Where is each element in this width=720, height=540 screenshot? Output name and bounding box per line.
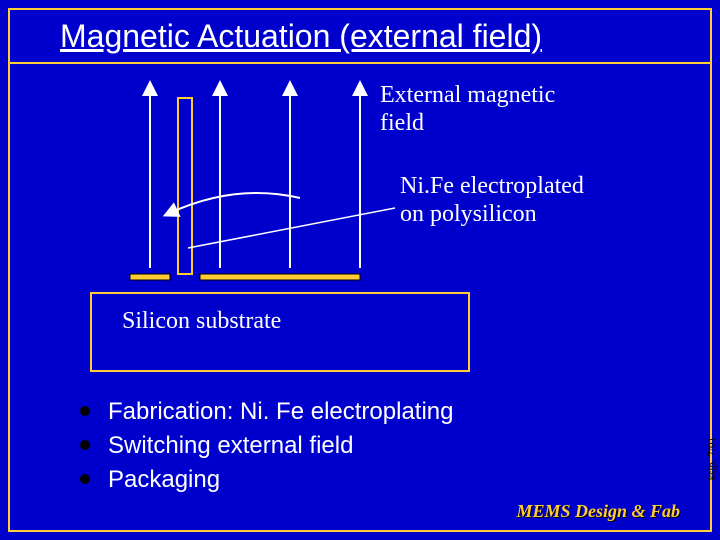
bullet-dot-icon — [80, 406, 90, 416]
bullet-text: Fabrication: Ni. Fe electroplating — [108, 398, 454, 426]
footer-badge: MEMS Design & Fab — [516, 501, 680, 522]
side-note: ksjp, 7/01 — [706, 437, 718, 480]
external-field-label: External magneticfield — [380, 82, 555, 137]
bullet-list: Fabrication: Ni. Fe electroplating Switch… — [80, 398, 454, 500]
substrate-box: Silicon substrate — [90, 292, 470, 372]
bullet-dot-icon — [80, 474, 90, 484]
actuation-diagram: External magneticfield Ni.Fe electroplat… — [60, 78, 660, 298]
nife-label: Ni.Fe electroplatedon polysilicon — [400, 173, 584, 228]
substrate-label: Silicon substrate — [122, 308, 281, 334]
bullet-item: Fabrication: Ni. Fe electroplating — [80, 398, 454, 426]
bullet-text: Switching external field — [108, 432, 353, 460]
bullet-item: Packaging — [80, 466, 454, 494]
slide-title: Magnetic Actuation (external field) — [60, 18, 542, 55]
bullet-item: Switching external field — [80, 432, 454, 460]
bullet-text: Packaging — [108, 466, 220, 494]
title-rule — [8, 62, 712, 64]
bullet-dot-icon — [80, 440, 90, 450]
